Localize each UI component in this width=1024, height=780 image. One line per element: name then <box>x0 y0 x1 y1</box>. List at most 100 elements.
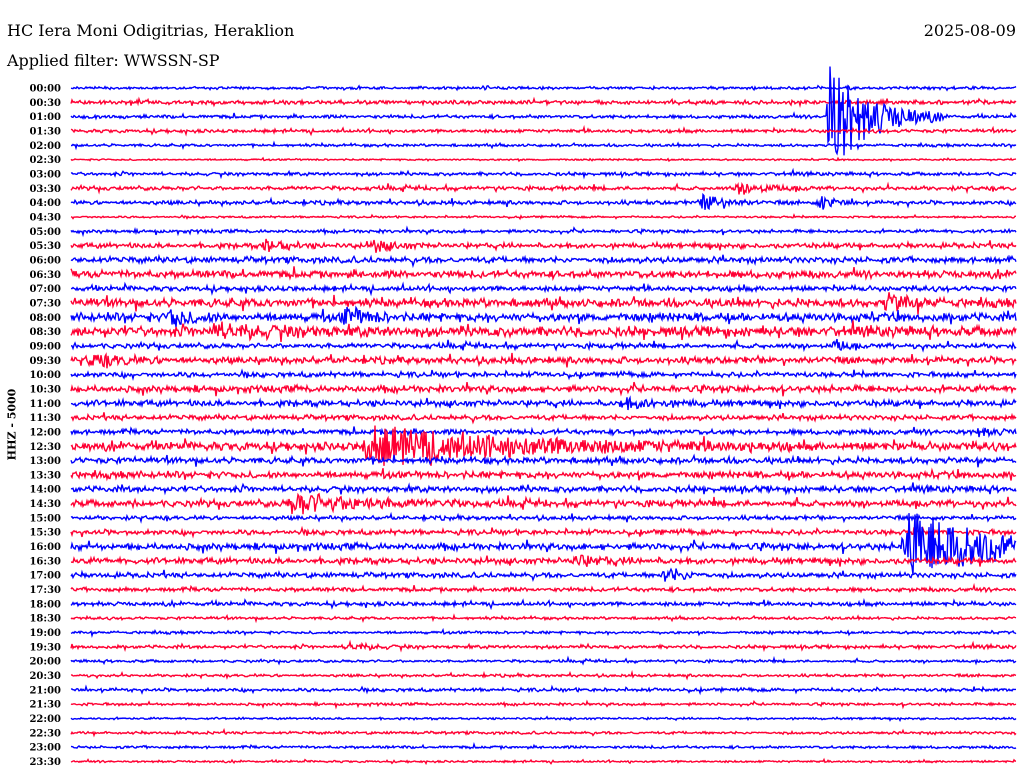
row-time-label: 13:00 <box>29 456 61 467</box>
trace-line <box>70 167 1017 180</box>
row-time-label: 13:30 <box>29 470 61 481</box>
row-time-label: 12:00 <box>29 427 61 438</box>
trace-line <box>70 655 1017 666</box>
trace-line <box>70 582 1017 595</box>
row-time-label: 16:00 <box>29 542 61 553</box>
trace-line <box>70 492 1017 515</box>
trace-line <box>70 482 1017 496</box>
row-time-label: 11:00 <box>29 399 61 410</box>
trace-line <box>70 613 1017 624</box>
row-time-label: 06:30 <box>29 270 61 281</box>
row-time-label: 02:30 <box>29 155 61 166</box>
trace-line <box>70 741 1017 751</box>
trace-line <box>70 338 1017 353</box>
trace-line <box>70 352 1017 369</box>
row-time-label: 07:30 <box>29 298 61 309</box>
trace-line <box>70 598 1017 611</box>
trace-line <box>70 525 1017 539</box>
trace-line <box>70 727 1017 738</box>
trace-line <box>70 699 1017 710</box>
filter-label: Applied filter: WWSSN-SP <box>7 51 220 70</box>
row-time-label: 07:00 <box>29 284 61 295</box>
trace-line <box>70 381 1017 397</box>
row-time-label: 06:00 <box>29 255 61 266</box>
row-time-label: 09:30 <box>29 356 61 367</box>
row-time-label: 17:00 <box>29 571 61 582</box>
trace-line <box>70 84 1017 92</box>
row-time-label: 10:30 <box>29 384 61 395</box>
trace-line <box>70 627 1017 639</box>
date-label: 2025-08-09 <box>923 21 1016 40</box>
trace-line <box>70 305 1017 328</box>
row-time-label: 18:30 <box>29 614 61 625</box>
row-time-label: 08:30 <box>29 327 61 338</box>
trace-line <box>70 412 1017 425</box>
trace-line <box>70 66 1017 156</box>
row-time-label: 23:00 <box>29 743 61 754</box>
trace-line <box>70 684 1016 696</box>
row-time-label: 19:00 <box>29 628 61 639</box>
row-time-label: 23:30 <box>29 757 61 768</box>
trace-line <box>70 124 1017 137</box>
row-time-label: 12:30 <box>29 442 61 453</box>
row-time-label: 17:30 <box>29 585 61 596</box>
row-time-label: 15:30 <box>29 528 61 539</box>
row-time-label: 14:30 <box>29 499 61 510</box>
row-time-label: 03:00 <box>29 169 61 180</box>
row-time-label: 10:00 <box>29 370 61 381</box>
row-time-label: 05:00 <box>29 227 61 238</box>
trace-line <box>70 511 1017 524</box>
trace-line <box>70 192 1017 211</box>
trace-line <box>70 281 1017 297</box>
trace-line <box>70 238 1017 253</box>
station-title: HC Iera Moni Odigitrias, Heraklion <box>7 21 295 40</box>
trace-line <box>70 554 1017 568</box>
row-time-label: 05:30 <box>29 241 61 252</box>
trace-line <box>70 425 1017 466</box>
trace-line <box>70 715 1017 723</box>
trace-line <box>70 567 1017 583</box>
row-time-label: 01:00 <box>29 112 61 123</box>
trace-line <box>70 225 1017 238</box>
row-time-label: 11:30 <box>29 413 61 424</box>
row-time-label: 16:30 <box>29 556 61 567</box>
trace-line <box>70 453 1017 468</box>
trace-line <box>70 96 1017 109</box>
row-time-label: 08:00 <box>29 313 61 324</box>
trace-line <box>70 368 1017 382</box>
row-time-label: 14:00 <box>29 485 61 496</box>
row-time-label: 22:30 <box>29 728 61 739</box>
row-time-label: 15:00 <box>29 513 61 524</box>
row-time-label: 00:30 <box>29 98 61 109</box>
trace-line <box>70 467 1017 482</box>
trace-line <box>70 426 1017 438</box>
row-time-label: 04:00 <box>29 198 61 209</box>
row-time-label: 04:30 <box>29 212 61 223</box>
trace-line <box>70 156 1017 163</box>
row-time-label: 01:30 <box>29 126 61 137</box>
row-time-label: 03:30 <box>29 184 61 195</box>
row-time-label: 09:00 <box>29 341 61 352</box>
trace-line <box>70 757 1017 766</box>
row-time-label: 00:00 <box>29 84 61 95</box>
trace-line <box>70 320 1017 343</box>
trace-line <box>70 181 1017 195</box>
trace-line <box>70 639 1017 653</box>
row-time-label: 22:00 <box>29 714 61 725</box>
row-time-label: 21:00 <box>29 685 61 696</box>
trace-line <box>70 513 1017 575</box>
row-time-label: 19:30 <box>29 642 61 653</box>
row-time-label: 20:00 <box>29 657 61 668</box>
trace-line <box>71 140 1017 151</box>
trace-line <box>70 292 1017 315</box>
row-time-label: 18:00 <box>29 599 61 610</box>
row-time-label: 02:00 <box>29 141 61 152</box>
row-time-label: 20:30 <box>29 671 61 682</box>
trace-line <box>70 266 1017 282</box>
trace-line <box>70 213 1017 221</box>
trace-line <box>70 253 1017 269</box>
trace-line <box>70 669 1017 681</box>
trace-line <box>70 395 1017 411</box>
row-time-label: 21:30 <box>29 700 61 711</box>
